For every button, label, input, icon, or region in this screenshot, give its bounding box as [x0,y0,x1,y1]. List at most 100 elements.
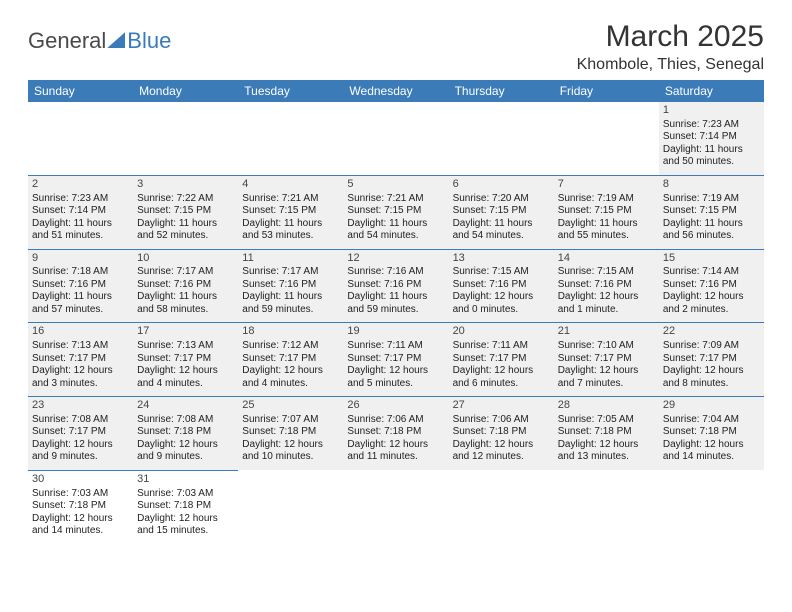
calendar-row: 30Sunrise: 7:03 AMSunset: 7:18 PMDayligh… [28,470,764,543]
day-info: Sunrise: 7:18 AM [32,266,129,279]
day-number: 21 [558,325,655,339]
calendar-row: 2Sunrise: 7:23 AMSunset: 7:14 PMDaylight… [28,175,764,249]
calendar-cell [238,102,343,175]
calendar-cell: 10Sunrise: 7:17 AMSunset: 7:16 PMDayligh… [133,249,238,323]
day-info: Daylight: 11 hours [663,218,760,231]
day-number: 11 [242,252,339,266]
day-info: Sunrise: 7:19 AM [663,193,760,206]
day-info: and 56 minutes. [663,230,760,243]
month-title: March 2025 [577,20,764,54]
day-number: 10 [137,252,234,266]
title-block: March 2025 Khombole, Thies, Senegal [577,20,764,74]
day-info: and 54 minutes. [453,230,550,243]
day-info: Daylight: 11 hours [32,218,129,231]
day-info: and 52 minutes. [137,230,234,243]
day-info: and 55 minutes. [558,230,655,243]
day-info: and 14 minutes. [663,451,760,464]
day-info: Sunset: 7:16 PM [242,279,339,292]
col-thursday: Thursday [449,80,554,102]
day-info: Daylight: 12 hours [242,365,339,378]
day-number: 1 [663,104,760,118]
day-info: and 10 minutes. [242,451,339,464]
calendar-row: 1Sunrise: 7:23 AMSunset: 7:14 PMDaylight… [28,102,764,175]
calendar-cell: 20Sunrise: 7:11 AMSunset: 7:17 PMDayligh… [449,323,554,397]
day-number: 5 [347,178,444,192]
calendar-header-row: Sunday Monday Tuesday Wednesday Thursday… [28,80,764,102]
day-info: Sunrise: 7:03 AM [32,488,129,501]
day-info: Daylight: 12 hours [663,291,760,304]
logo: General Blue [28,28,171,54]
day-info: Daylight: 11 hours [453,218,550,231]
day-number: 12 [347,252,444,266]
calendar-cell: 15Sunrise: 7:14 AMSunset: 7:16 PMDayligh… [659,249,764,323]
day-info: Sunrise: 7:06 AM [453,414,550,427]
day-info: Daylight: 11 hours [558,218,655,231]
calendar-cell: 13Sunrise: 7:15 AMSunset: 7:16 PMDayligh… [449,249,554,323]
day-info: Daylight: 11 hours [137,291,234,304]
day-number: 22 [663,325,760,339]
col-saturday: Saturday [659,80,764,102]
day-info: Daylight: 12 hours [663,439,760,452]
day-info: Sunrise: 7:11 AM [453,340,550,353]
calendar-cell: 14Sunrise: 7:15 AMSunset: 7:16 PMDayligh… [554,249,659,323]
calendar-cell [28,102,133,175]
calendar-cell [238,470,343,543]
day-info: Sunset: 7:18 PM [453,426,550,439]
day-info: Daylight: 12 hours [558,439,655,452]
day-number: 6 [453,178,550,192]
day-info: and 1 minute. [558,304,655,317]
calendar-cell [554,470,659,543]
day-info: Daylight: 12 hours [32,365,129,378]
day-info: Daylight: 12 hours [347,365,444,378]
day-number: 25 [242,399,339,413]
col-monday: Monday [133,80,238,102]
day-info: and 12 minutes. [453,451,550,464]
day-info: Sunrise: 7:13 AM [137,340,234,353]
logo-text-1: General [28,28,106,54]
col-wednesday: Wednesday [343,80,448,102]
day-info: Sunrise: 7:15 AM [453,266,550,279]
day-info: Daylight: 12 hours [32,513,129,526]
day-info: Sunset: 7:18 PM [347,426,444,439]
day-info: Daylight: 11 hours [242,218,339,231]
day-info: Sunset: 7:14 PM [32,205,129,218]
day-number: 19 [347,325,444,339]
day-info: Sunrise: 7:15 AM [558,266,655,279]
day-info: Sunrise: 7:08 AM [137,414,234,427]
calendar-cell: 9Sunrise: 7:18 AMSunset: 7:16 PMDaylight… [28,249,133,323]
day-info: Sunset: 7:16 PM [558,279,655,292]
calendar-cell: 22Sunrise: 7:09 AMSunset: 7:17 PMDayligh… [659,323,764,397]
day-info: Sunset: 7:14 PM [663,131,760,144]
day-info: Sunrise: 7:11 AM [347,340,444,353]
day-info: Daylight: 11 hours [137,218,234,231]
calendar-cell: 8Sunrise: 7:19 AMSunset: 7:15 PMDaylight… [659,175,764,249]
day-info: Sunrise: 7:19 AM [558,193,655,206]
calendar-cell [343,102,448,175]
day-number: 9 [32,252,129,266]
day-info: and 9 minutes. [32,451,129,464]
day-info: and 58 minutes. [137,304,234,317]
day-info: Daylight: 12 hours [137,365,234,378]
day-info: Sunrise: 7:08 AM [32,414,129,427]
calendar-cell: 3Sunrise: 7:22 AMSunset: 7:15 PMDaylight… [133,175,238,249]
day-number: 23 [32,399,129,413]
day-info: Daylight: 12 hours [558,365,655,378]
day-info: Sunset: 7:15 PM [558,205,655,218]
day-info: and 4 minutes. [137,378,234,391]
calendar-cell [659,470,764,543]
day-info: and 2 minutes. [663,304,760,317]
day-info: Sunset: 7:16 PM [347,279,444,292]
day-info: Sunset: 7:17 PM [558,353,655,366]
day-info: and 7 minutes. [558,378,655,391]
day-number: 14 [558,252,655,266]
day-info: Sunset: 7:17 PM [242,353,339,366]
day-info: Sunset: 7:18 PM [558,426,655,439]
day-info: Sunrise: 7:23 AM [663,119,760,132]
day-number: 17 [137,325,234,339]
day-info: Sunrise: 7:09 AM [663,340,760,353]
day-info: Sunset: 7:17 PM [347,353,444,366]
day-info: and 57 minutes. [32,304,129,317]
calendar-cell [343,470,448,543]
day-info: Sunrise: 7:13 AM [32,340,129,353]
day-number: 4 [242,178,339,192]
